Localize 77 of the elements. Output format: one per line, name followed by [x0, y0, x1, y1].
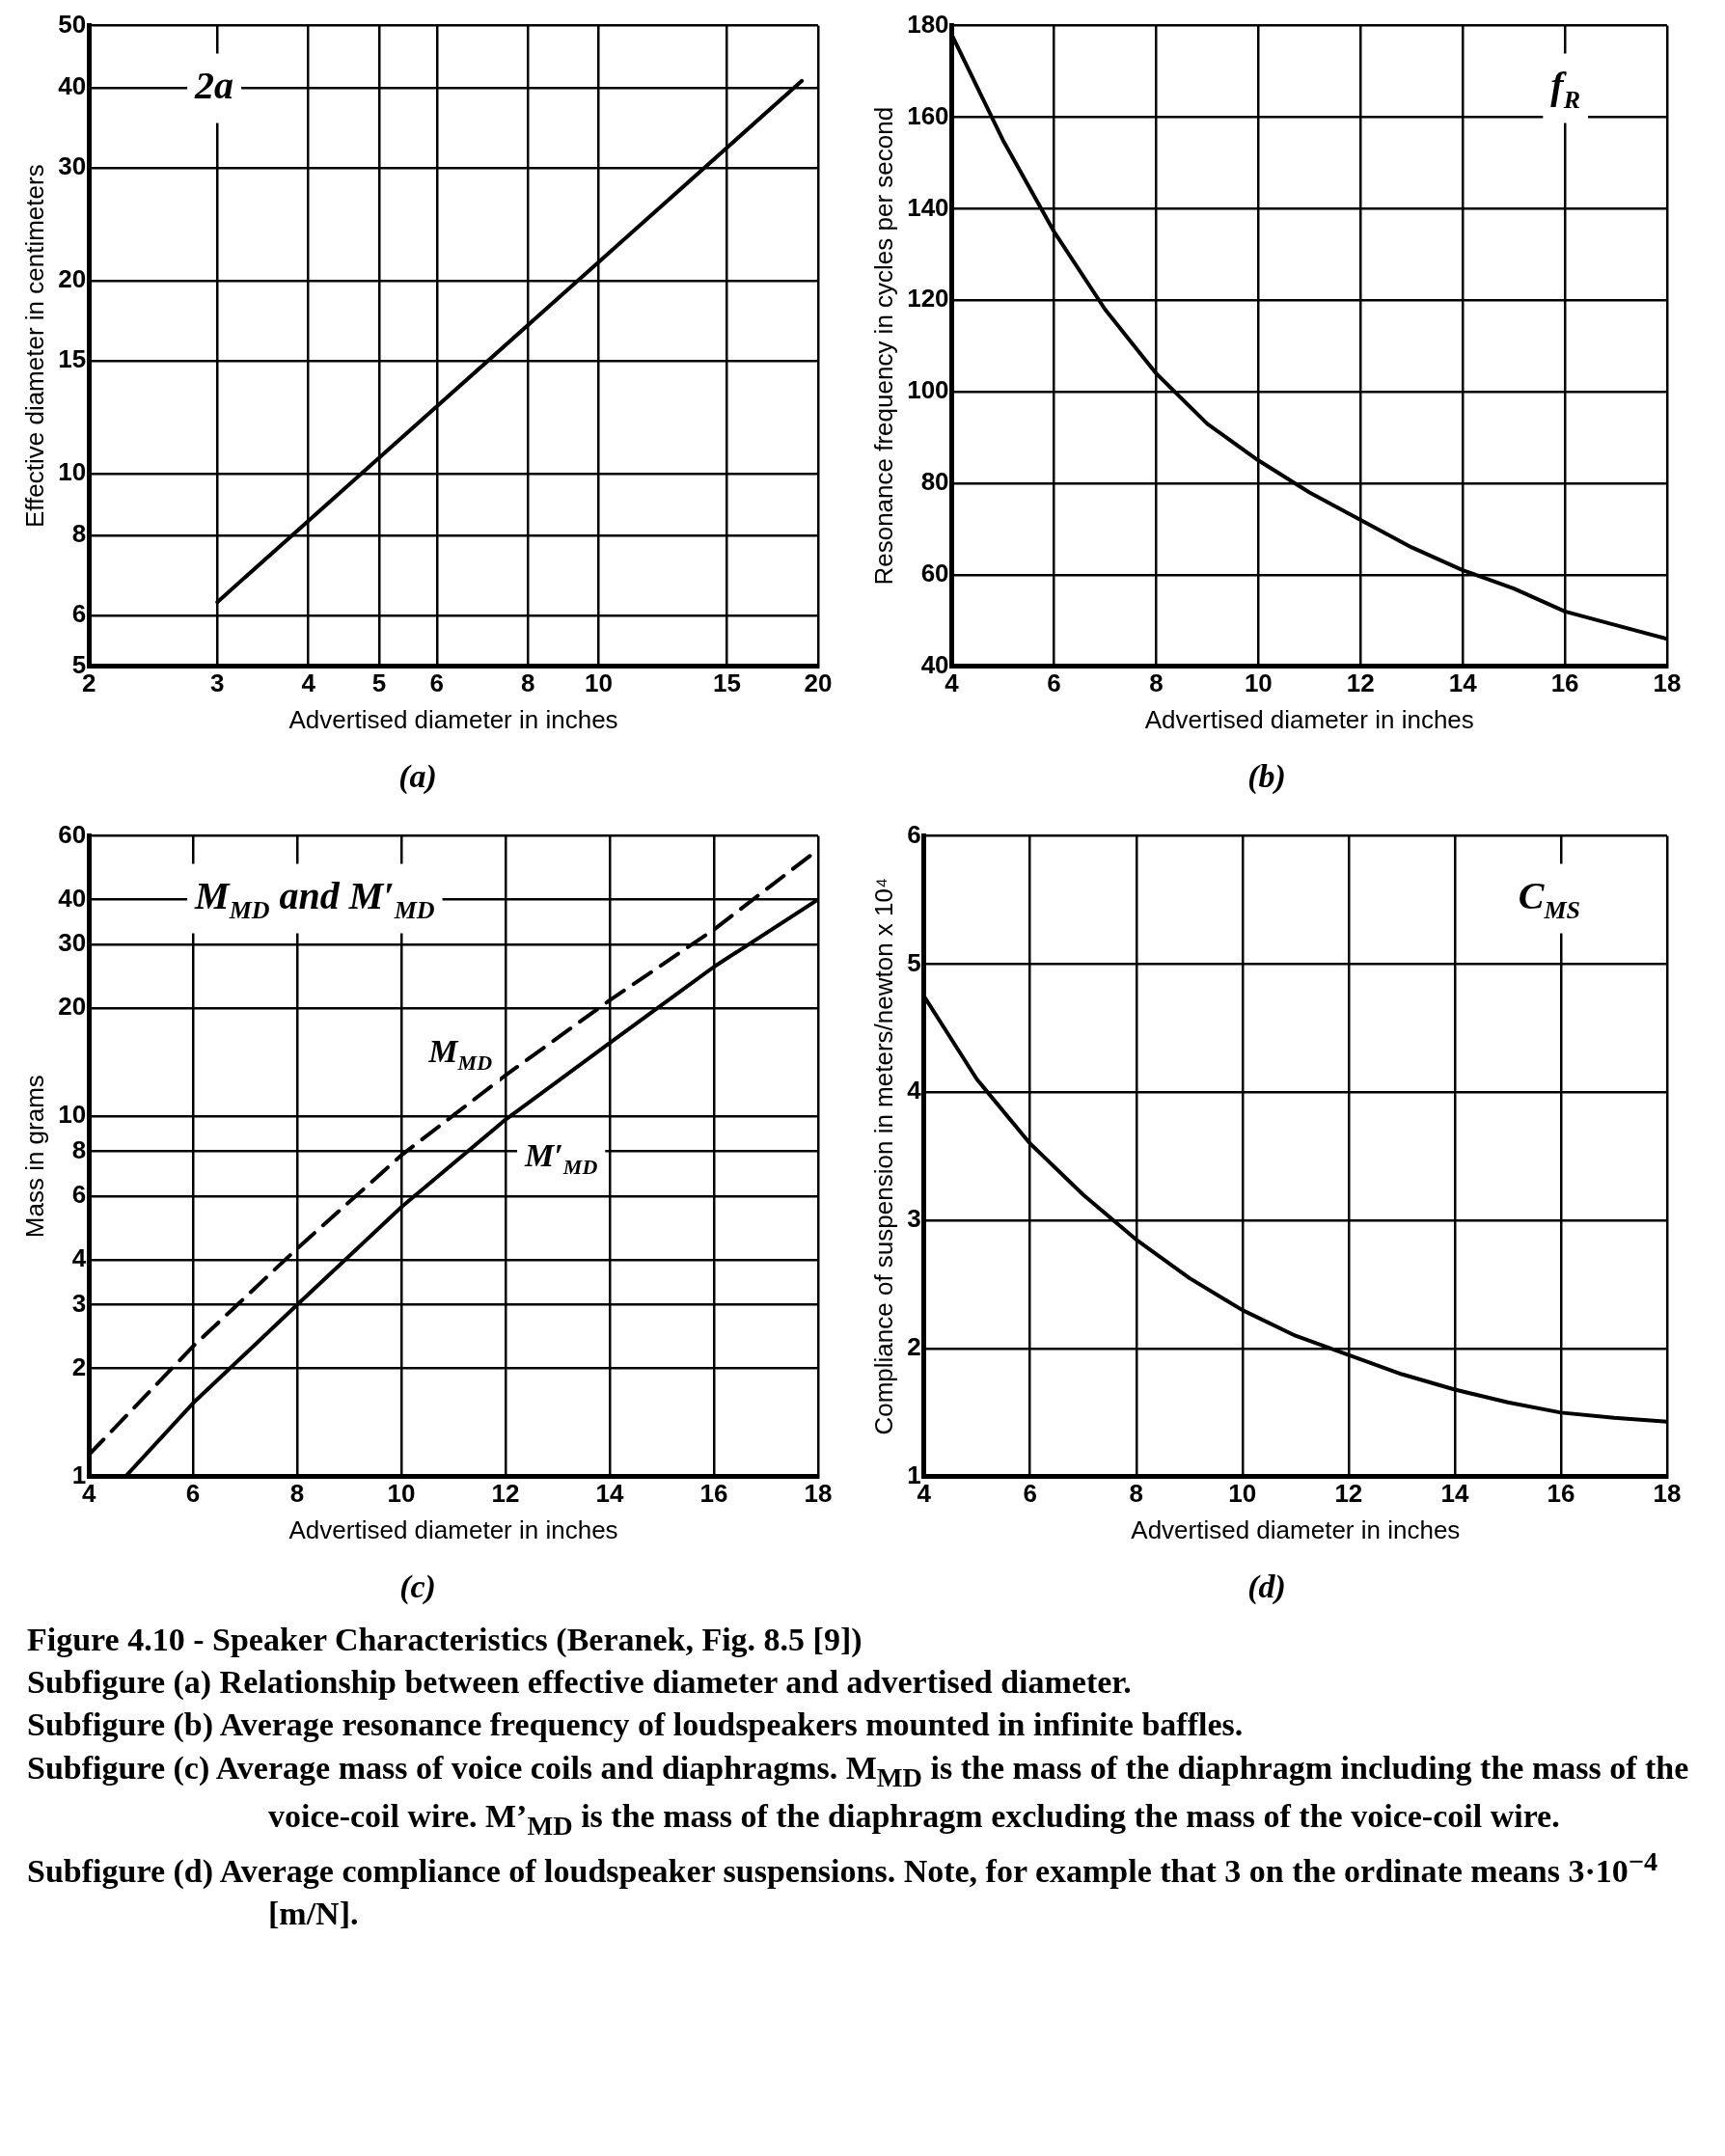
y-tick-label: 10 [58, 1100, 87, 1130]
x-tick-label: 12 [1334, 1478, 1363, 1508]
x-tick-label: 8 [289, 1478, 305, 1508]
x-tick-label: 8 [1129, 1478, 1143, 1508]
y-axis-title: Resonance frequency in cycles per second [868, 106, 898, 586]
x-tick-label: 6 [185, 1478, 201, 1508]
y-tick-label: 40 [58, 71, 87, 101]
x-tick-label: 18 [1653, 1478, 1682, 1508]
y-tick-label: 120 [907, 284, 949, 314]
y-tick-label: 3 [907, 1204, 921, 1234]
y-tick-label: 30 [58, 928, 87, 958]
text: (c) [399, 1569, 436, 1606]
y-tick-label: 180 [907, 9, 949, 39]
x-tick-label: 18 [1653, 668, 1682, 697]
x-tick-label: 6 [1023, 1478, 1037, 1508]
text: Subfigure (d) Average compliance of loudspeaker suspensions. Note, for example that 3 on the ordinate means 3·10$^{−4}$ [m/N]. [27, 1845, 1658, 1932]
x-axis-title: Advertised diameter in inches [1131, 1515, 1461, 1544]
x-tick-label: 20 [804, 668, 833, 697]
x-tick-label: 6 [1047, 668, 1061, 697]
y-tick-label: 10 [58, 457, 87, 487]
x-tick-label: 12 [491, 1478, 520, 1508]
x-tick-label: 16 [1547, 1478, 1575, 1508]
y-tick-label: 30 [58, 151, 87, 181]
y-tick-label: 8 [71, 1134, 87, 1164]
annotation: 2a [194, 63, 234, 107]
y-tick-label: 4 [71, 1243, 87, 1273]
text: (b) [1247, 758, 1286, 796]
x-tick-label: 16 [699, 1478, 728, 1508]
x-tick-label: 3 [209, 668, 225, 697]
x-tick-label: 10 [387, 1478, 416, 1508]
x-tick-label: 10 [585, 668, 613, 697]
x-tick-label: 4 [301, 668, 316, 697]
x-tick-label: 18 [804, 1478, 833, 1508]
x-tick-label: 10 [1228, 1478, 1257, 1508]
text: Figure 4.10 - Speaker Characteristics (Beranek, Fig. 8.5 [9]) [27, 1621, 863, 1659]
x-tick-label: 14 [1440, 1478, 1469, 1508]
x-axis-title: Advertised diameter in inches [1144, 704, 1474, 734]
x-tick-label: 14 [1448, 668, 1478, 697]
y-tick-label: 160 [907, 100, 949, 130]
x-tick-label: 16 [1550, 668, 1579, 697]
y-tick-label: 6 [71, 1180, 87, 1210]
y-tick-label: 2 [71, 1351, 87, 1381]
y-axis-title: Effective diameter in centimeters [19, 164, 49, 529]
y-tick-label: 20 [58, 264, 87, 294]
y-tick-label: 15 [58, 344, 87, 374]
y-axis-title: Mass in grams [19, 1075, 49, 1239]
x-tick-label: 15 [713, 668, 742, 697]
text: Subfigure (a) Relationship between effective diameter and advertised diameter. [27, 1663, 1133, 1703]
y-tick-label: 40 [58, 883, 87, 913]
y-tick-label: 3 [71, 1288, 87, 1318]
y-tick-label: 5 [907, 947, 921, 977]
y-tick-label: 6 [71, 599, 87, 629]
y-tick-label: 20 [58, 991, 87, 1021]
x-tick-label: 12 [1346, 668, 1375, 697]
x-tick-label: 10 [1244, 668, 1273, 697]
y-axis-title: Compliance of suspension in meters/newton x 10⁴ [868, 877, 898, 1435]
x-tick-label: 8 [520, 668, 535, 697]
y-tick-label: 140 [907, 192, 949, 222]
x-axis-title: Advertised diameter in inches [288, 1515, 618, 1544]
y-tick-label: 50 [58, 9, 87, 39]
y-tick-label: 60 [58, 819, 87, 849]
text: Subfigure (c) Average mass of voice coils and diaphragms. M$_{MD}$ is the mass of the diaphragm including the mass of the voice-coil wire. M’$_{MD}$ is the mass of the diaphragm excluding the mass of the voice-coil wire. [27, 1749, 1689, 1841]
y-tick-label: 4 [907, 1076, 922, 1105]
x-axis-title: Advertised diameter in inches [288, 704, 618, 734]
x-tick-label: 6 [429, 668, 444, 697]
text: (a) [398, 758, 437, 796]
y-tick-label: 6 [907, 819, 921, 849]
x-tick-label: 14 [595, 1478, 625, 1508]
x-tick-label: 5 [371, 668, 387, 697]
text: Subfigure (b) Average resonance frequency of loudspeakers mounted in infinite baffles. [27, 1706, 1245, 1745]
x-tick-label: 8 [1149, 668, 1164, 697]
y-tick-label: 60 [920, 559, 949, 588]
y-tick-label: 80 [920, 467, 949, 497]
text: (d) [1247, 1569, 1286, 1606]
y-tick-label: 8 [71, 519, 87, 549]
y-tick-label: 100 [907, 375, 949, 405]
y-tick-label: 2 [907, 1332, 921, 1362]
